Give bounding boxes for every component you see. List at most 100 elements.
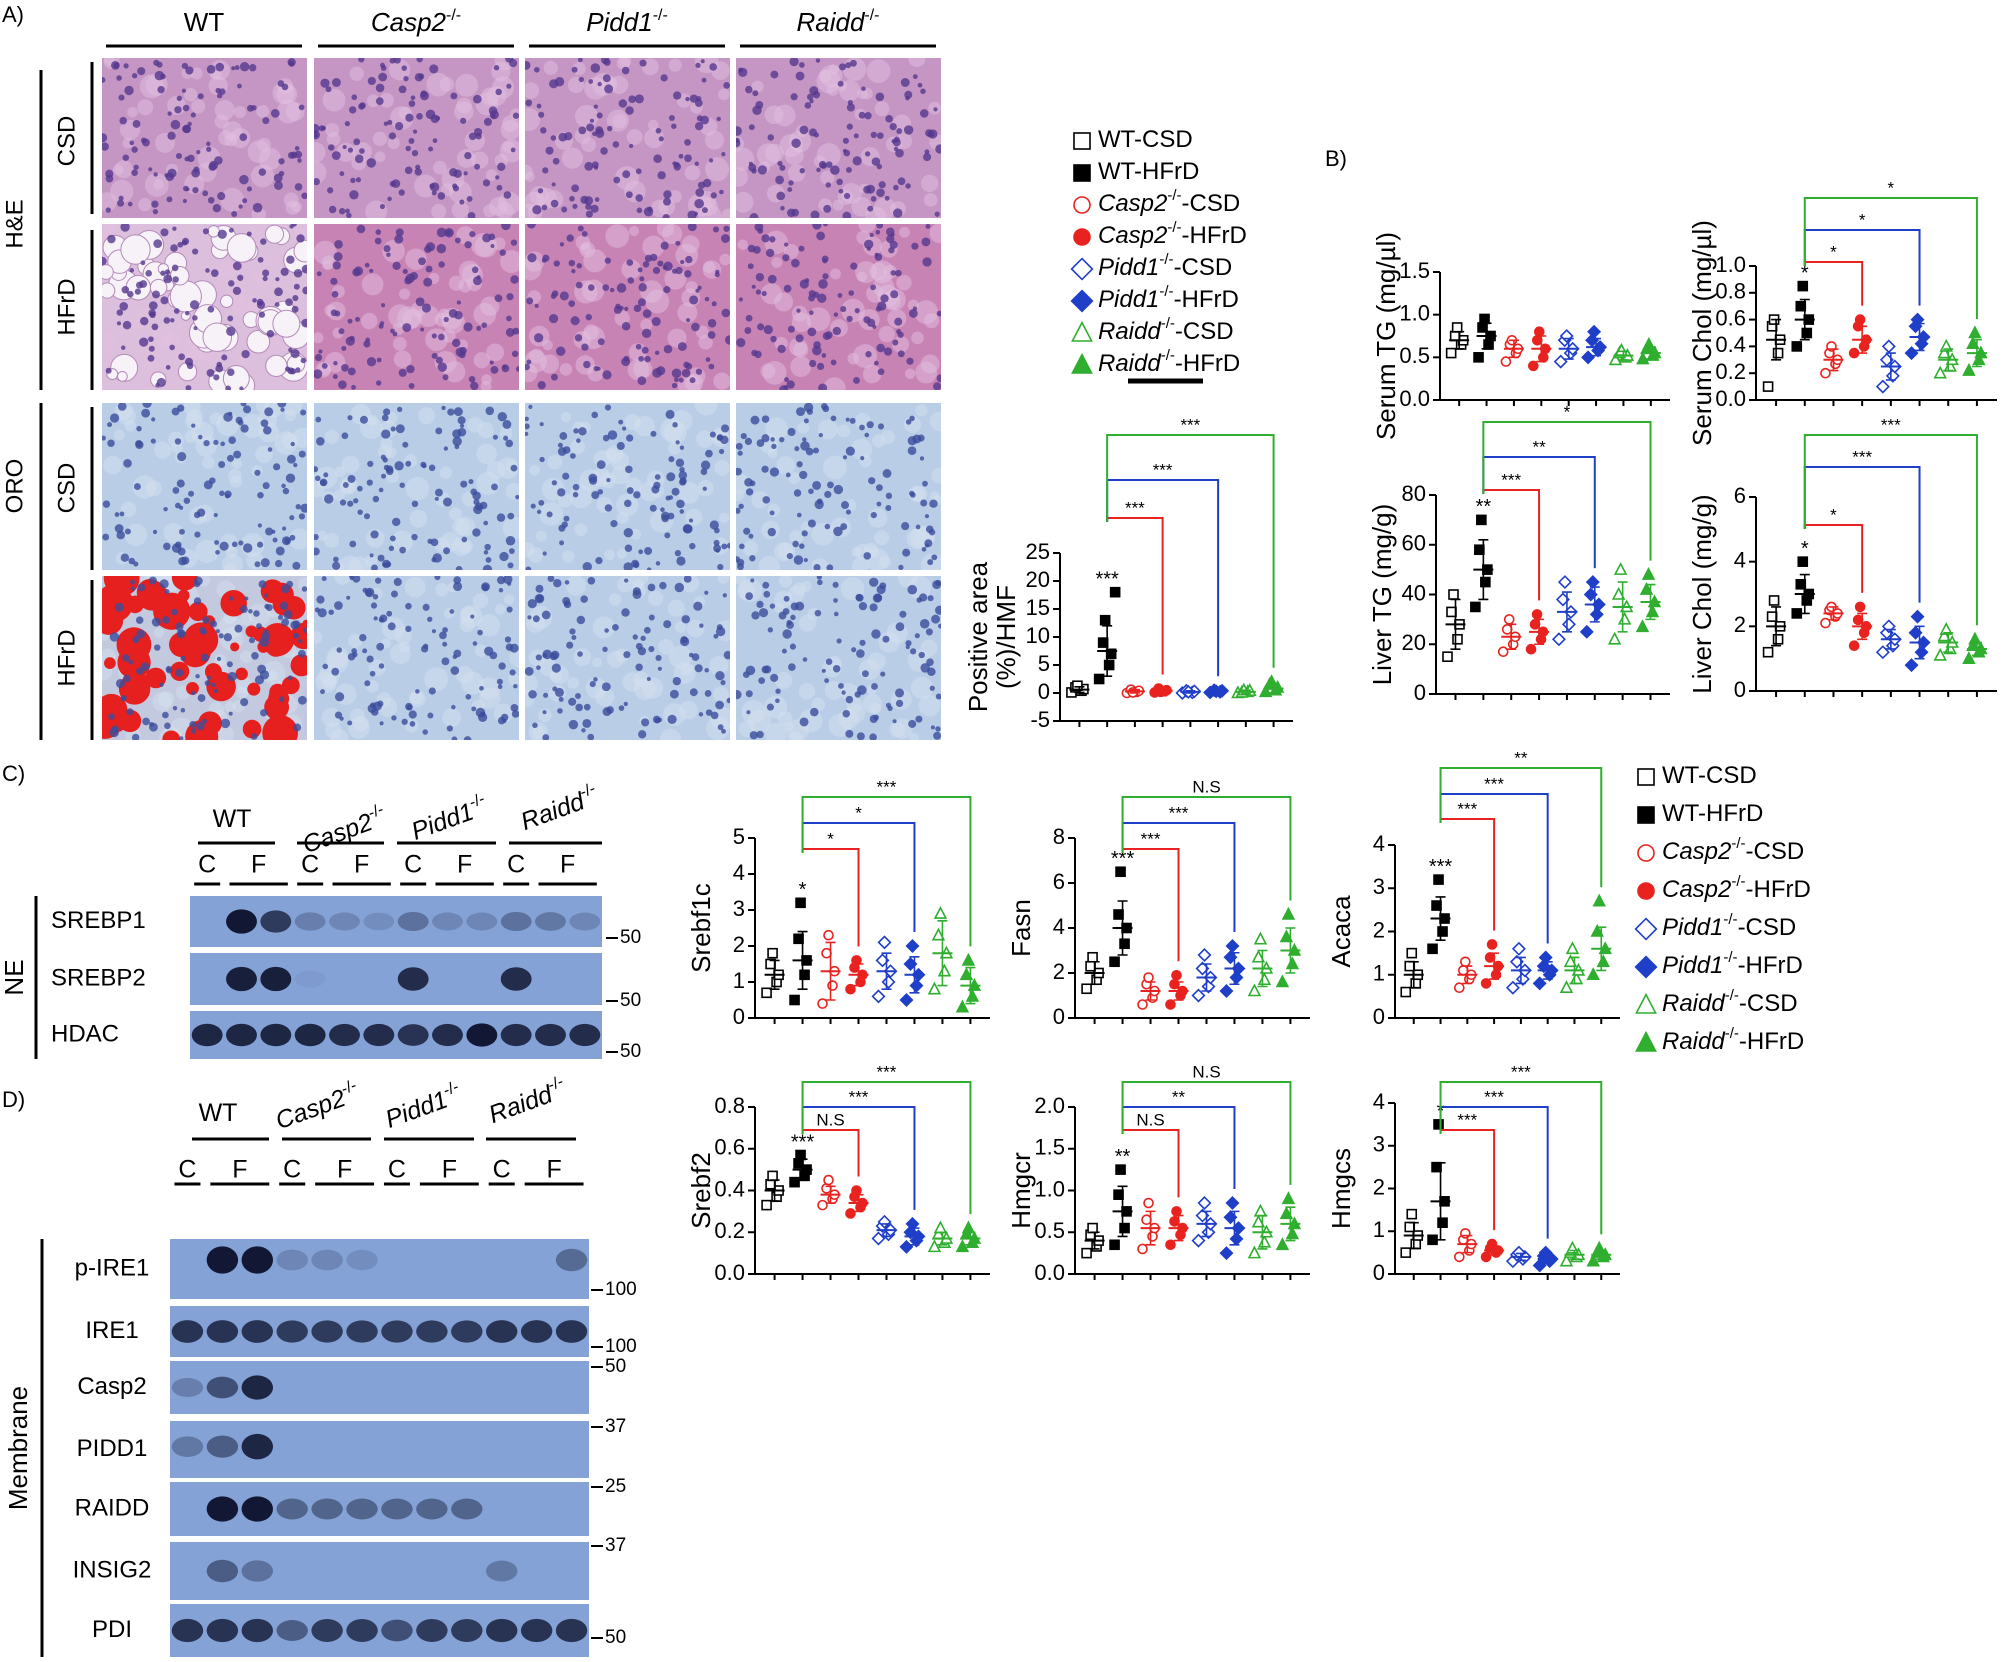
texture xyxy=(177,321,188,332)
nucleus xyxy=(261,419,269,427)
nucleus xyxy=(786,473,791,478)
texture xyxy=(628,359,649,380)
nucleus xyxy=(478,713,487,722)
nucleus xyxy=(239,386,243,390)
band xyxy=(451,1499,482,1520)
nucleus xyxy=(796,308,800,312)
nucleus xyxy=(602,647,607,652)
nucleus xyxy=(121,346,125,350)
nucleus xyxy=(875,230,880,235)
protein-label: PDI xyxy=(92,1616,132,1643)
nucleus xyxy=(439,632,447,640)
nucleus xyxy=(126,708,133,715)
nucleus xyxy=(184,497,191,504)
nucleus xyxy=(825,524,830,529)
nucleus xyxy=(716,627,725,636)
nucleus xyxy=(434,574,440,580)
nucleus xyxy=(633,590,642,599)
nucleus xyxy=(454,311,462,319)
nucleus xyxy=(515,495,519,499)
texture xyxy=(622,672,641,691)
nucleus xyxy=(340,499,346,505)
nucleus xyxy=(507,607,513,613)
nucleus xyxy=(588,284,595,291)
point xyxy=(935,1222,946,1232)
point xyxy=(939,965,950,975)
point xyxy=(1411,979,1420,988)
nucleus xyxy=(435,497,439,501)
nucleus xyxy=(110,632,119,641)
nucleus xyxy=(233,451,241,459)
nucleus xyxy=(528,690,537,699)
nucleus xyxy=(862,670,869,677)
nucleus xyxy=(480,502,488,510)
nucleus xyxy=(885,196,890,201)
nucleus xyxy=(863,186,871,194)
nucleus xyxy=(214,513,218,517)
nucleus xyxy=(510,275,518,283)
nucleus xyxy=(191,423,195,427)
nucleus xyxy=(653,154,662,163)
band xyxy=(226,1024,257,1047)
protein-label: SREBP2 xyxy=(51,964,146,991)
point xyxy=(1609,633,1620,643)
nucleus xyxy=(525,566,531,572)
nucleus xyxy=(617,283,627,293)
legend-marker xyxy=(1638,769,1654,785)
y-tick-label: 1.5 xyxy=(1399,258,1430,283)
nucleus xyxy=(136,616,144,624)
nucleus xyxy=(427,539,432,544)
nucleus xyxy=(527,220,536,229)
nucleus xyxy=(258,257,264,263)
nucleus xyxy=(663,190,671,198)
nucleus xyxy=(262,269,269,276)
nucleus xyxy=(166,365,171,370)
nucleus xyxy=(850,418,856,424)
point xyxy=(818,1201,827,1210)
band xyxy=(172,1320,203,1343)
nucleus xyxy=(318,608,327,617)
nucleus xyxy=(342,432,349,439)
nucleus xyxy=(931,725,935,729)
texture xyxy=(305,142,325,162)
nucleus xyxy=(680,446,684,450)
point xyxy=(1471,602,1480,611)
nucleus xyxy=(381,429,390,438)
texture xyxy=(313,332,324,343)
nucleus xyxy=(906,358,913,365)
nucleus xyxy=(776,192,785,201)
nucleus xyxy=(816,168,820,172)
nucleus xyxy=(339,716,343,720)
nucleus xyxy=(799,543,805,549)
comparison-label: *** xyxy=(1484,1087,1504,1106)
comparison-label: *** xyxy=(1125,498,1145,517)
nucleus xyxy=(503,436,508,441)
point xyxy=(1255,933,1266,943)
nucleus xyxy=(895,270,902,277)
nucleus xyxy=(639,60,646,67)
nucleus xyxy=(316,437,325,446)
gene: Raidd xyxy=(1662,990,1725,1017)
nucleus xyxy=(170,244,178,252)
nucleus xyxy=(450,92,457,99)
nucleus xyxy=(251,105,256,110)
band xyxy=(556,1249,587,1271)
point xyxy=(822,949,831,958)
nucleus xyxy=(635,664,642,671)
nucleus xyxy=(644,547,652,555)
nucleus xyxy=(194,581,200,587)
y-tick-label: 0.0 xyxy=(1715,386,1746,411)
nucleus xyxy=(157,86,164,93)
nucleus xyxy=(253,203,263,213)
band xyxy=(398,967,429,990)
texture xyxy=(713,372,730,389)
nucleus xyxy=(295,183,303,191)
legend-marker xyxy=(1638,807,1654,823)
band xyxy=(363,1024,394,1046)
texture xyxy=(609,593,622,606)
legend-label: Casp2-/--CSD xyxy=(1098,187,1240,217)
protein-label: HDAC xyxy=(51,1020,119,1047)
point xyxy=(1912,611,1924,623)
nucleus xyxy=(332,291,339,298)
nucleus xyxy=(905,183,911,189)
